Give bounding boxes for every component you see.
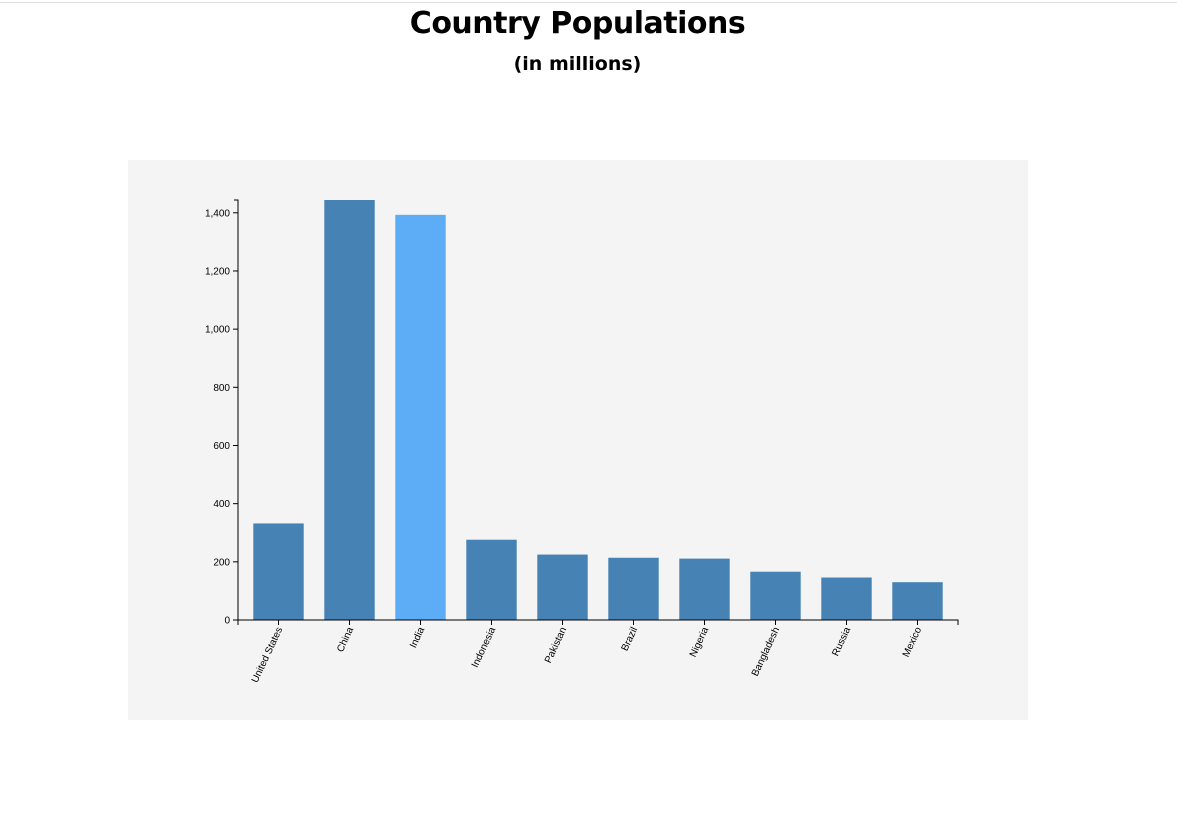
bar-chart: 0 200 400 600 800 1,000 1,200 1,400 United Stat… bbox=[205, 199, 959, 685]
x-tick-label: Indonesia bbox=[470, 625, 498, 669]
bar-bangladesh[interactable] bbox=[750, 571, 801, 620]
bar-mexico[interactable] bbox=[892, 582, 943, 620]
y-tick-label: 800 bbox=[213, 383, 230, 394]
y-tick-label: 1,200 bbox=[205, 266, 230, 277]
bar-russia[interactable] bbox=[821, 577, 872, 620]
bar-pakistan[interactable] bbox=[537, 554, 588, 620]
x-axis-line bbox=[237, 619, 959, 625]
y-tick-label: 200 bbox=[213, 557, 230, 568]
y-axis: 0 200 400 600 800 1,000 1,200 1,400 bbox=[205, 199, 239, 627]
bar-nigeria[interactable] bbox=[679, 558, 730, 620]
x-tick-label: India bbox=[408, 625, 427, 650]
bar-indonesia[interactable] bbox=[466, 539, 517, 620]
x-tick-label: Pakistan bbox=[543, 626, 569, 665]
x-axis: United States China India Indonesia Pakistan… bbox=[237, 619, 959, 685]
bar-india[interactable] bbox=[395, 214, 446, 620]
bar-china[interactable] bbox=[324, 200, 375, 620]
y-tick-label: 600 bbox=[213, 441, 230, 452]
y-axis-line bbox=[234, 199, 239, 621]
x-tick-label: Mexico bbox=[901, 625, 925, 659]
chart-panel: 0 200 400 600 800 1,000 1,200 1,400 United Stat… bbox=[128, 160, 1028, 720]
bar-brazil[interactable] bbox=[608, 557, 659, 620]
bar-united-states[interactable] bbox=[253, 523, 304, 620]
x-tick-label: China bbox=[335, 625, 356, 654]
top-divider bbox=[0, 2, 1177, 3]
y-tick-label: 1,400 bbox=[205, 208, 230, 219]
page-subtitle: (in millions) bbox=[513, 53, 642, 75]
x-tick-label: United States bbox=[250, 626, 285, 685]
page-title: Country Populations bbox=[409, 6, 746, 41]
y-tick-label: 1,000 bbox=[205, 325, 230, 336]
x-tick-label: Russia bbox=[830, 625, 853, 658]
bars-group bbox=[253, 200, 943, 620]
y-tick-label: 400 bbox=[213, 499, 230, 510]
x-tick-label: Brazil bbox=[620, 626, 641, 653]
x-tick-label: Nigeria bbox=[688, 625, 712, 659]
y-tick-label: 0 bbox=[224, 616, 230, 627]
x-tick-label: Bangladesh bbox=[750, 626, 782, 679]
